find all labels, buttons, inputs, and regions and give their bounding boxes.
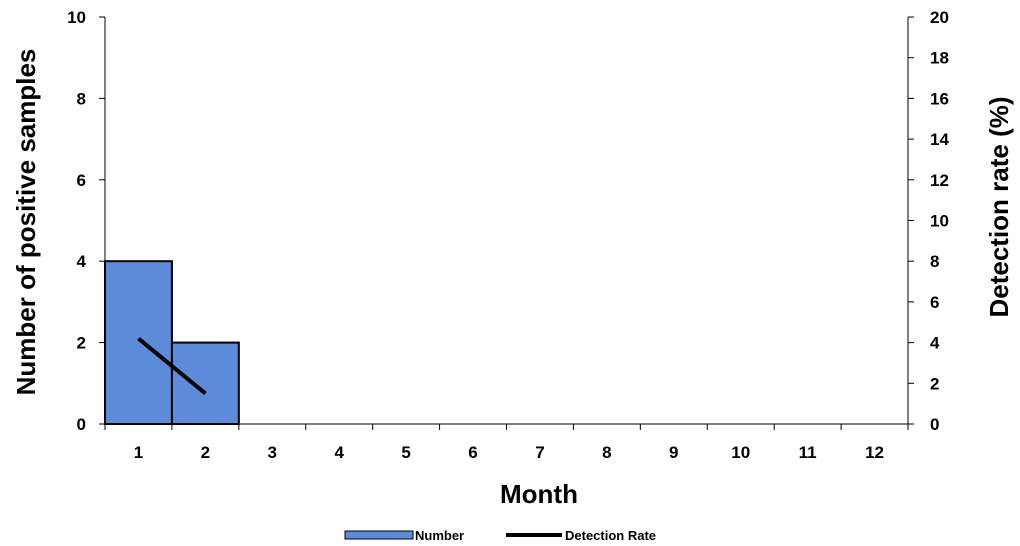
y2-tick-label-18: 18 bbox=[930, 49, 949, 68]
x-tick-label-1: 1 bbox=[134, 443, 143, 462]
x-axis-title: Month bbox=[500, 479, 578, 509]
bar-month-2 bbox=[170, 341, 240, 426]
y2-tick-label-16: 16 bbox=[930, 89, 949, 108]
x-tick-label-5: 5 bbox=[401, 443, 410, 462]
y-tick-label-10: 10 bbox=[67, 8, 86, 27]
detection-rate-line bbox=[137, 336, 207, 396]
y2-tick-label-20: 20 bbox=[930, 8, 949, 27]
y-tick-label-6: 6 bbox=[77, 171, 86, 190]
y2-axis-title: Detection rate (%) bbox=[984, 96, 1014, 317]
x-tick-label-12: 12 bbox=[865, 443, 884, 462]
y2-tick-label-12: 12 bbox=[930, 171, 949, 190]
y2-tick-label-4: 4 bbox=[930, 334, 940, 353]
x-tick-label-8: 8 bbox=[602, 443, 611, 462]
x-tick-label-10: 10 bbox=[731, 443, 750, 462]
y-tick-label-0: 0 bbox=[77, 415, 86, 434]
y2-tick-label-0: 0 bbox=[930, 415, 939, 434]
x-tick-label-3: 3 bbox=[268, 443, 277, 462]
y2-tick-label-14: 14 bbox=[930, 130, 949, 149]
x-tick-label-2: 2 bbox=[201, 443, 210, 462]
bar-month-1 bbox=[104, 260, 173, 426]
axes-layer bbox=[99, 16, 914, 430]
x-tick-label-7: 7 bbox=[535, 443, 544, 462]
x-tick-label-11: 11 bbox=[799, 443, 817, 462]
line-layer bbox=[137, 336, 207, 396]
y-tick-label-8: 8 bbox=[77, 89, 86, 108]
x-tick-label-9: 9 bbox=[669, 443, 678, 462]
x-tick-label-6: 6 bbox=[468, 443, 477, 462]
x-tick-label-4: 4 bbox=[334, 443, 344, 462]
legend: Number Detection Rate bbox=[344, 528, 656, 543]
y2-tick-label-2: 2 bbox=[930, 374, 939, 393]
legend-swatch-number bbox=[344, 530, 414, 540]
y-tick-label-2: 2 bbox=[77, 334, 86, 353]
y2-tick-label-10: 10 bbox=[930, 212, 949, 231]
y2-tick-label-6: 6 bbox=[930, 293, 939, 312]
y2-tick-label-8: 8 bbox=[930, 252, 939, 271]
bars-layer bbox=[104, 260, 240, 426]
y-axis-title: Number of positive samples bbox=[11, 49, 41, 396]
legend-label-detection-rate: Detection Rate bbox=[565, 528, 656, 543]
legend-label-number: Number bbox=[415, 528, 464, 543]
y-tick-label-4: 4 bbox=[77, 252, 87, 271]
